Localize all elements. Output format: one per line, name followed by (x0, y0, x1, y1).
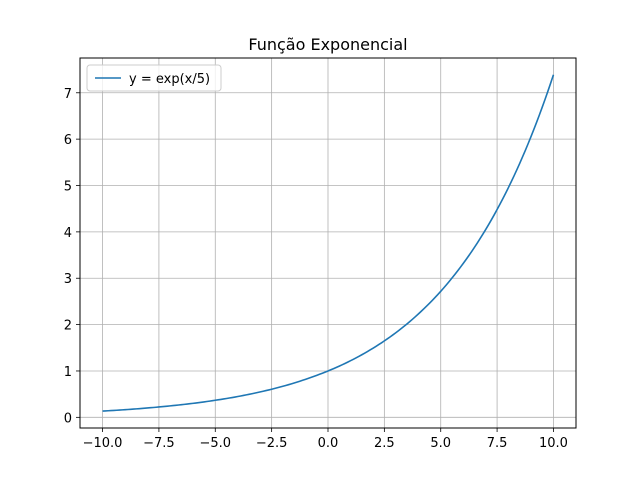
y-tick-label: 2 (64, 319, 72, 334)
series-lines (102, 74, 555, 412)
y-tick-label: 5 (64, 180, 72, 195)
legend-label: y = exp(x/5) (129, 72, 210, 87)
chart-title: Função Exponencial (248, 35, 407, 54)
x-axis-ticks: −10.0 −7.5 −5.0 −2.5 0.0 2.5 5.0 7.5 10.0 (83, 428, 568, 451)
legend-box (86, 64, 222, 92)
y-tick-label: 1 (64, 365, 72, 380)
y-axis-ticks: 0 1 2 3 4 5 6 7 (64, 87, 80, 426)
x-tick-label: −7.5 (143, 436, 175, 451)
y-tick-label: 7 (64, 87, 72, 102)
y-tick-label: 6 (64, 133, 72, 148)
x-tick-label: −2.5 (256, 436, 288, 451)
x-tick-label: 10.0 (539, 436, 568, 451)
x-tick-label: 7.5 (487, 436, 508, 451)
x-tick-label: 5.0 (430, 436, 451, 451)
y-tick-label: 4 (64, 226, 72, 241)
x-tick-label: −10.0 (83, 436, 123, 451)
y-tick-label: 0 (64, 411, 72, 426)
x-tick-label: 2.5 (374, 436, 395, 451)
series-line (102, 74, 555, 412)
legend: y = exp(x/5) (86, 64, 222, 92)
x-tick-label: −5.0 (199, 436, 231, 451)
x-tick-label: 0.0 (318, 436, 339, 451)
y-tick-label: 3 (64, 272, 72, 287)
